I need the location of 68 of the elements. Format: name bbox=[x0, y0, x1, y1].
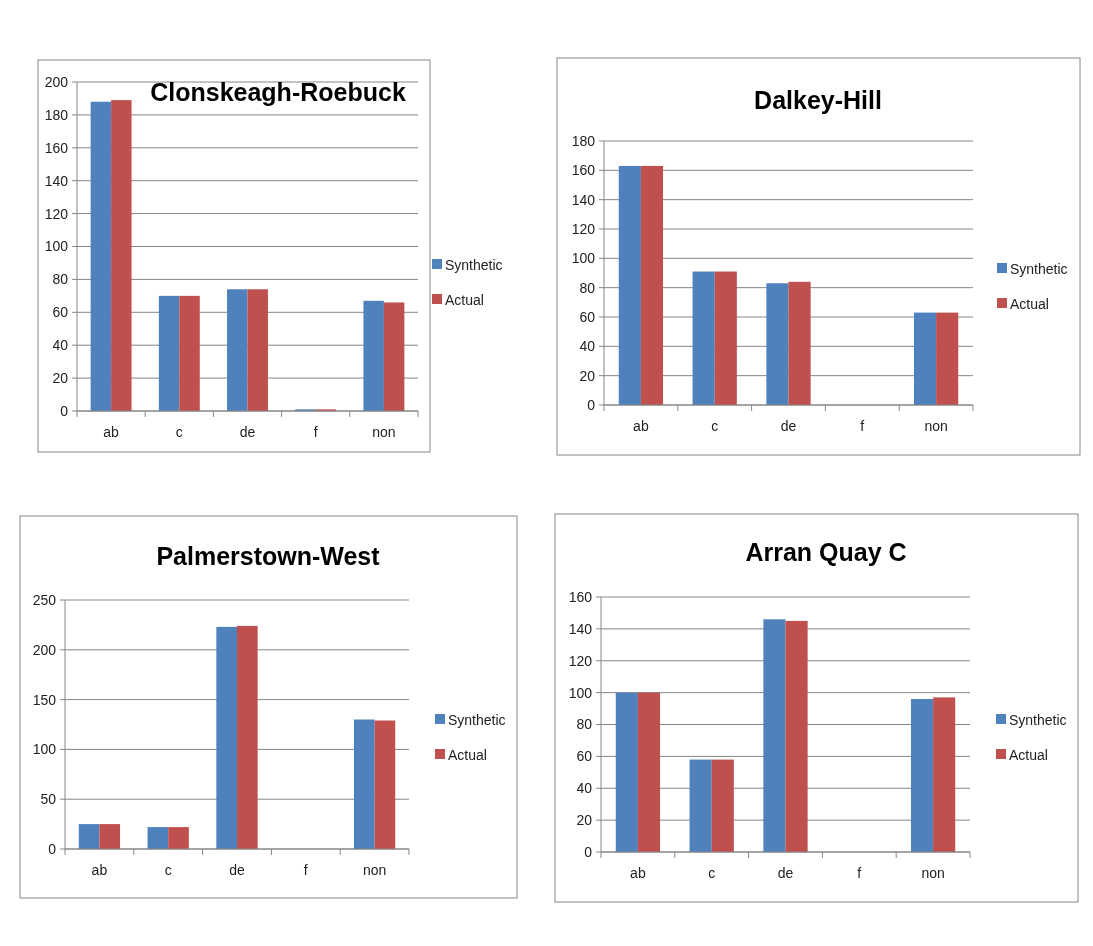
legend-label: Actual bbox=[1010, 295, 1049, 312]
y-tick-label: 100 bbox=[571, 250, 596, 267]
y-tick-label: 140 bbox=[568, 620, 593, 637]
y-tick-label: 140 bbox=[571, 191, 596, 208]
y-tick-label: 150 bbox=[32, 691, 57, 708]
y-tick-label: 180 bbox=[44, 106, 69, 123]
legend-label: Synthetic bbox=[1010, 260, 1068, 277]
y-tick-label: 160 bbox=[44, 139, 69, 156]
legend-label: Actual bbox=[448, 746, 487, 763]
chart-title: Arran Quay C bbox=[745, 537, 907, 566]
y-tick-label: 100 bbox=[568, 684, 593, 701]
x-tick-label: f bbox=[313, 424, 318, 440]
x-tick-label: non bbox=[362, 862, 387, 878]
y-tick-label: 60 bbox=[576, 748, 593, 765]
x-tick-label: f bbox=[860, 418, 865, 434]
x-tick-label: non bbox=[372, 424, 396, 440]
legend-label: Actual bbox=[445, 291, 484, 308]
x-tick-label: de bbox=[229, 862, 245, 878]
y-tick-label: 160 bbox=[568, 588, 593, 605]
y-tick-label: 160 bbox=[571, 162, 596, 179]
x-tick-label: de bbox=[239, 424, 256, 440]
legend-label: Actual bbox=[1009, 746, 1048, 763]
y-tick-label: 20 bbox=[579, 367, 596, 384]
y-tick-label: 80 bbox=[52, 271, 69, 288]
y-tick-label: 140 bbox=[44, 172, 69, 189]
y-tick-label: 0 bbox=[587, 396, 596, 413]
y-tick-label: 60 bbox=[579, 308, 596, 325]
y-tick-label: 0 bbox=[584, 843, 593, 860]
y-tick-label: 120 bbox=[571, 220, 596, 237]
y-tick-label: 200 bbox=[32, 641, 57, 658]
y-tick-label: 40 bbox=[52, 337, 69, 354]
y-tick-label: 20 bbox=[52, 370, 69, 386]
legend-label: Synthetic bbox=[1009, 711, 1067, 728]
y-tick-label: 120 bbox=[568, 652, 593, 669]
y-tick-label: 100 bbox=[44, 238, 69, 255]
y-tick-label: 100 bbox=[32, 741, 57, 758]
x-tick-label: c bbox=[711, 418, 719, 434]
x-tick-label: ab bbox=[630, 865, 646, 881]
y-tick-label: 80 bbox=[576, 716, 593, 733]
y-tick-label: 250 bbox=[32, 591, 57, 608]
x-tick-label: ab bbox=[633, 418, 649, 434]
x-tick-label: f bbox=[857, 865, 862, 881]
y-tick-label: 80 bbox=[579, 279, 596, 296]
x-tick-label: de bbox=[777, 865, 794, 881]
legend-label: Synthetic bbox=[448, 711, 506, 728]
x-tick-label: f bbox=[303, 862, 308, 878]
y-tick-label: 40 bbox=[576, 780, 593, 797]
y-tick-label: 0 bbox=[48, 840, 57, 857]
chart-title: Dalkey-Hill bbox=[754, 85, 882, 114]
chart-title: Palmerstown-West bbox=[156, 541, 381, 570]
x-tick-label: c bbox=[708, 865, 716, 881]
x-tick-label: non bbox=[924, 418, 948, 434]
x-tick-label: non bbox=[921, 865, 945, 881]
y-tick-label: 20 bbox=[576, 812, 593, 829]
y-tick-label: 200 bbox=[44, 73, 69, 90]
chart-title: Clonskeagh-Roebuck bbox=[150, 77, 406, 106]
y-tick-label: 120 bbox=[44, 205, 69, 222]
x-tick-label: de bbox=[780, 418, 797, 434]
x-tick-label: ab bbox=[103, 424, 120, 440]
y-tick-label: 180 bbox=[571, 132, 596, 149]
x-tick-label: c bbox=[175, 424, 183, 440]
legend-label: Synthetic bbox=[445, 256, 503, 273]
y-tick-label: 60 bbox=[52, 304, 69, 321]
y-tick-label: 50 bbox=[40, 791, 57, 808]
y-tick-label: 0 bbox=[60, 402, 69, 419]
x-tick-label: ab bbox=[91, 862, 108, 878]
x-tick-label: c bbox=[164, 862, 172, 878]
y-tick-label: 40 bbox=[579, 338, 596, 355]
